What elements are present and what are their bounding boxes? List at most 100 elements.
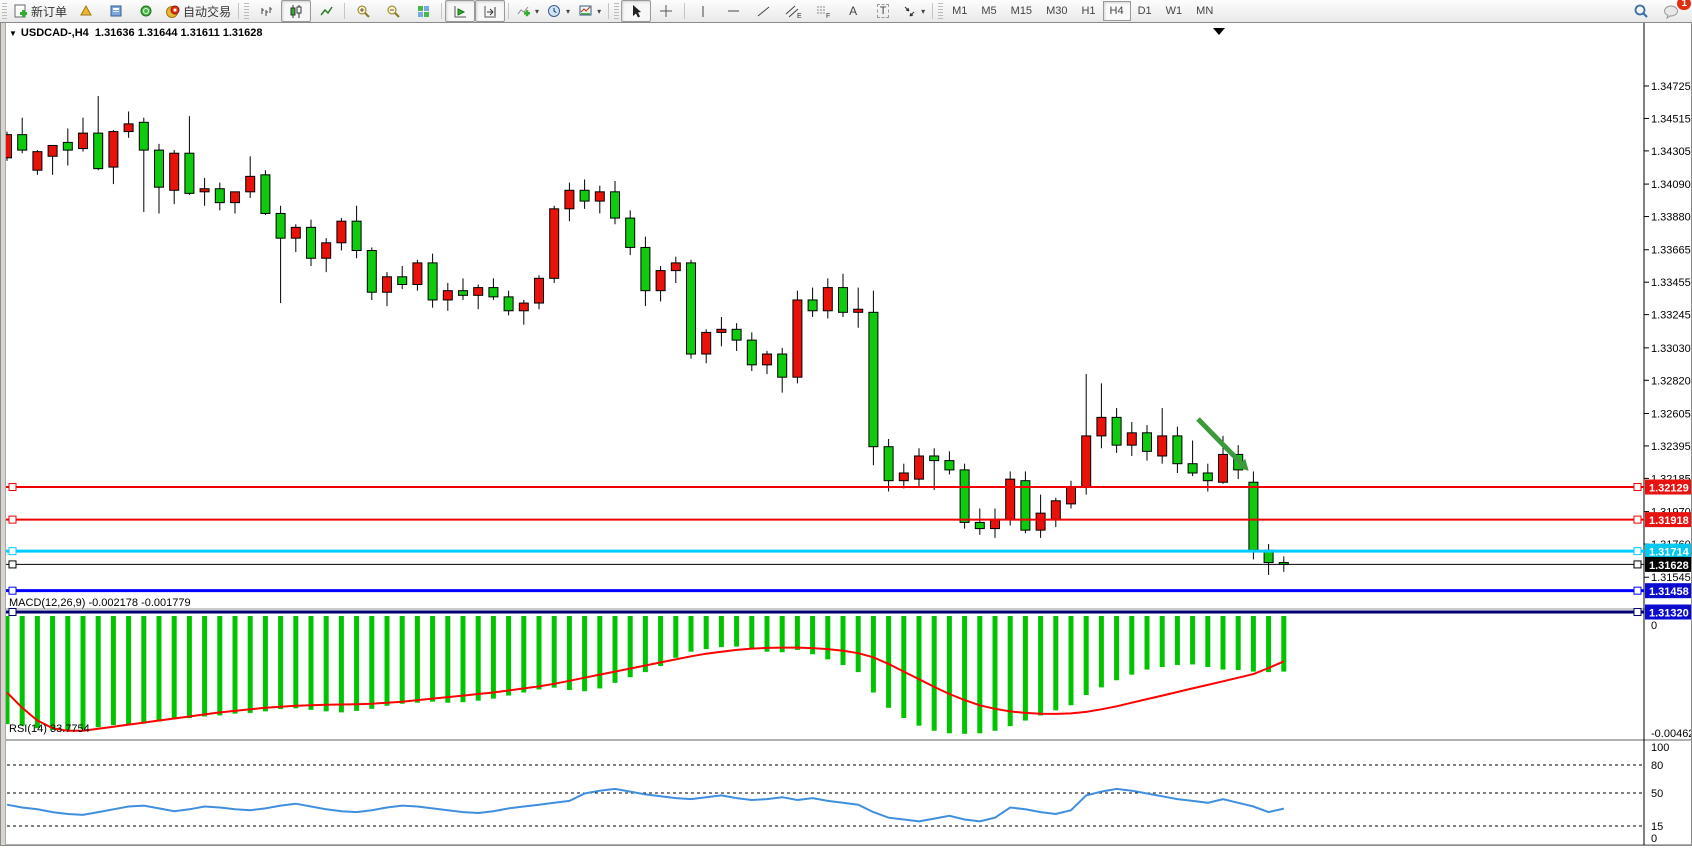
search-button[interactable] [1626,0,1656,22]
text-label-tool-button[interactable]: T [868,0,898,22]
timeframe-M5[interactable]: M5 [981,5,997,17]
line-handle[interactable] [8,586,17,595]
macd-histogram-bar [1038,616,1044,716]
candle-body [1020,480,1031,531]
line-handle[interactable] [1633,483,1642,492]
chart-shift-button[interactable] [475,0,506,22]
line-handle[interactable] [8,608,17,617]
candle-body [230,191,240,204]
line-handle[interactable] [8,547,17,556]
line-handle[interactable] [1633,515,1642,524]
market-watch-button[interactable] [71,0,101,22]
macd-histogram-bar [931,616,937,731]
candle-body [640,246,651,292]
candle-body [412,262,423,286]
price-axis-label: 1.34725 [1651,81,1691,93]
macd-histogram-bar [642,616,648,673]
chat-bubble-icon [1664,5,1678,19]
macd-histogram-bar [1068,616,1074,706]
macd-histogram-bar [1098,616,1104,688]
line-chart-button[interactable] [311,0,341,22]
macd-histogram-bar [80,616,86,730]
macd-histogram-bar [156,616,162,722]
arrows-tool-button[interactable]: ▾ [898,0,929,22]
candlestick-chart-button[interactable] [281,0,312,22]
vertical-line-button[interactable] [688,0,718,22]
chart-canvas[interactable]: 1.34725 1.34515 1.34305 1.34090 1.33880 1.336… [1,23,1692,849]
timeframe-M30[interactable]: M30 [1046,5,1068,17]
macd-histogram-bar [992,616,998,731]
cursor-button[interactable] [621,0,652,22]
candle-body [1126,432,1137,446]
auto-scroll-button[interactable] [445,0,476,22]
line-handle[interactable] [1633,547,1642,556]
candle-body [275,212,286,239]
timeframe-D1[interactable]: D1 [1137,5,1152,17]
trend-arrow-head[interactable] [1236,458,1249,471]
line-handle[interactable] [8,560,17,569]
macd-histogram-bar [597,616,603,689]
macd-histogram-bar [490,616,496,699]
macd-histogram-bar [779,616,785,653]
candle-body [1066,486,1076,505]
line-handle[interactable] [8,483,17,492]
macd-histogram-bar [445,616,451,703]
chart-shift-icon [484,5,496,17]
candle-body [245,175,256,193]
trendline-button[interactable] [748,0,778,22]
crosshair-button[interactable] [651,0,681,22]
zoom-in-button[interactable] [348,0,378,22]
candle-body [594,191,605,202]
macd-histogram-bar [870,616,876,693]
line-handle[interactable] [8,515,17,524]
equidistant-channel-button[interactable]: E [778,0,808,22]
data-window-button[interactable] [101,0,131,22]
fibonacci-button[interactable]: F [808,0,838,22]
candlestick-chart-icon [290,4,302,18]
macd-histogram-bar [946,616,952,734]
chart-ohlc-values: 1.31636 1.31644 1.31611 1.31628 [94,27,263,39]
new-order-button[interactable]: 新订单 [9,0,71,22]
macd-histogram-bar [673,616,679,658]
candle-body [1050,500,1061,520]
line-handle[interactable] [1633,560,1642,569]
timeframe-W1[interactable]: W1 [1165,5,1183,17]
macd-histogram-bar [475,616,481,701]
price-line-label-bg [1645,556,1691,572]
rsi-axis-label: 15 [1651,821,1663,833]
timeframe-MN[interactable]: MN [1196,5,1214,17]
candle-body [868,311,879,448]
templates-button[interactable]: ▾ [574,0,605,22]
indicators-button[interactable]: ▾ [512,0,543,22]
chart-shift-marker[interactable] [1213,28,1225,35]
bar-chart-button[interactable] [251,0,281,22]
timeframe-M15[interactable]: M15 [1010,5,1033,17]
macd-histogram-bar [718,616,724,648]
horizontal-line-button[interactable] [718,0,748,22]
zoom-out-button[interactable] [378,0,408,22]
trend-arrow[interactable] [1196,417,1243,465]
data-window-icon [110,5,122,17]
arrows-tool-icon [904,6,915,16]
autotrading-button[interactable]: 自动交易 [161,0,235,22]
templates-caret-icon: ▾ [597,6,602,16]
chart-dropdown-icon[interactable]: ▼ [9,29,17,38]
timeframe-H1[interactable]: H1 [1081,5,1096,17]
price-line-label-bg [1645,479,1691,495]
periods-button[interactable]: ▾ [543,0,574,22]
macd-histogram-bar [886,616,892,708]
timeframe-M1[interactable]: M1 [952,5,968,17]
macd-histogram-bar [551,616,557,688]
line-handle[interactable] [1633,608,1642,617]
price-axis-label: 1.34305 [1651,146,1691,158]
navigator-button[interactable] [131,0,161,22]
notifications-button[interactable]: 1 [1656,0,1691,22]
candle-body [731,328,742,341]
text-tool-button[interactable]: A [838,0,868,22]
toolbar-grip[interactable] [2,3,7,19]
macd-histogram-bar [95,616,101,728]
timeframe-H4[interactable]: H4 [1102,1,1131,21]
fibonacci-icon: F [816,6,830,19]
line-handle[interactable] [1633,586,1642,595]
tile-windows-button[interactable] [408,0,438,22]
